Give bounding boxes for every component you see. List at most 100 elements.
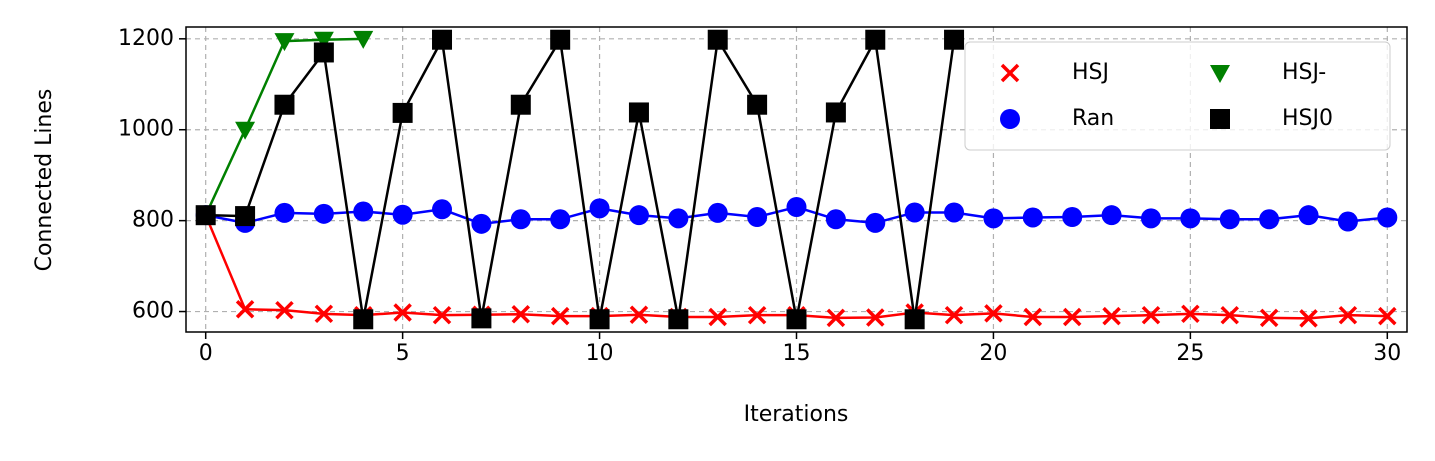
marker: [1298, 205, 1319, 226]
marker: [983, 208, 1004, 229]
marker: [432, 199, 453, 220]
marker: [1338, 305, 1358, 325]
marker: [668, 309, 689, 330]
marker: [904, 202, 925, 223]
marker: [1220, 305, 1239, 325]
marker: [353, 309, 374, 330]
x-axis-label: Iterations: [744, 402, 849, 427]
legend: HSJ Ran HSJ- HSJ0: [964, 41, 1391, 151]
marker: [747, 305, 767, 325]
legend-box: [964, 41, 1391, 151]
marker: [1210, 65, 1230, 83]
marker: [1299, 309, 1318, 328]
marker: [826, 308, 846, 328]
marker: [550, 29, 571, 50]
marker: [274, 202, 295, 223]
marker: [944, 202, 965, 223]
marker: [432, 305, 452, 325]
marker: [865, 29, 886, 50]
marker: [1022, 207, 1043, 228]
marker: [1000, 109, 1020, 129]
marker: [195, 205, 216, 226]
marker: [274, 94, 295, 115]
marker: [353, 201, 374, 222]
x-tick-label: 15: [783, 341, 811, 366]
x-tick-label: 10: [586, 341, 614, 366]
marker: [550, 209, 571, 230]
ticks: 0 5 10 15 20 25 30 600 800 1000 1200: [118, 26, 1401, 366]
marker: [1259, 209, 1280, 230]
marker: [313, 203, 334, 224]
marker: [353, 30, 374, 49]
marker: [1210, 109, 1230, 129]
marker: [1062, 307, 1082, 327]
marker: [825, 102, 846, 123]
marker: [825, 209, 846, 230]
marker: [235, 206, 256, 227]
marker: [1181, 304, 1200, 324]
marker: [1023, 307, 1043, 327]
marker: [708, 307, 727, 327]
marker: [1141, 305, 1161, 325]
marker: [944, 29, 965, 50]
marker: [1180, 208, 1201, 229]
marker: [866, 308, 885, 327]
marker: [313, 31, 334, 50]
x-tick-label: 25: [1176, 341, 1204, 366]
marker: [1337, 211, 1358, 232]
marker: [275, 300, 294, 320]
marker: [392, 204, 413, 225]
y-tick-label: 1200: [118, 26, 174, 51]
marker: [1377, 207, 1398, 228]
marker: [747, 207, 768, 227]
marker: [393, 303, 412, 322]
marker: [589, 198, 610, 219]
marker: [235, 121, 256, 140]
legend-label: HSJ: [1072, 60, 1109, 85]
plot-area: [195, 29, 1398, 330]
legend-label: Ran: [1072, 106, 1114, 131]
marker: [510, 209, 531, 230]
marker: [510, 94, 531, 115]
y-tick-label: 800: [132, 208, 174, 233]
marker: [471, 308, 492, 329]
marker: [274, 33, 295, 52]
marker: [235, 300, 255, 319]
marker: [786, 309, 807, 330]
marker: [471, 213, 492, 234]
marker: [747, 94, 768, 115]
marker: [314, 304, 334, 324]
marker: [392, 102, 413, 123]
series-line: [204, 37, 364, 216]
marker: [550, 306, 570, 326]
x-tick-label: 30: [1373, 341, 1401, 366]
marker: [865, 212, 886, 233]
marker: [432, 29, 453, 50]
x-tick-label: 20: [979, 341, 1007, 366]
legend-label: HSJ0: [1282, 106, 1333, 131]
marker: [589, 309, 610, 330]
series-line: [205, 35, 956, 320]
marker: [1259, 308, 1279, 328]
x-tick-label: 0: [199, 341, 213, 366]
marker: [313, 42, 334, 63]
marker: [707, 29, 728, 50]
marker: [628, 102, 649, 123]
x-tick-label: 5: [396, 341, 410, 366]
marker: [1101, 205, 1122, 226]
marker: [511, 305, 531, 324]
y-axis-label: Connected Lines: [32, 89, 57, 272]
legend-label: HSJ-: [1282, 60, 1326, 85]
marker: [1219, 209, 1240, 230]
marker: [1062, 207, 1083, 227]
marker: [628, 205, 649, 226]
marker: [786, 197, 807, 217]
marker: [944, 305, 964, 325]
y-tick-label: 1000: [118, 117, 174, 142]
y-tick-label: 600: [132, 299, 174, 324]
marker: [707, 202, 728, 223]
marker: [904, 309, 925, 330]
series-line: [204, 214, 1388, 320]
marker: [984, 304, 1003, 323]
